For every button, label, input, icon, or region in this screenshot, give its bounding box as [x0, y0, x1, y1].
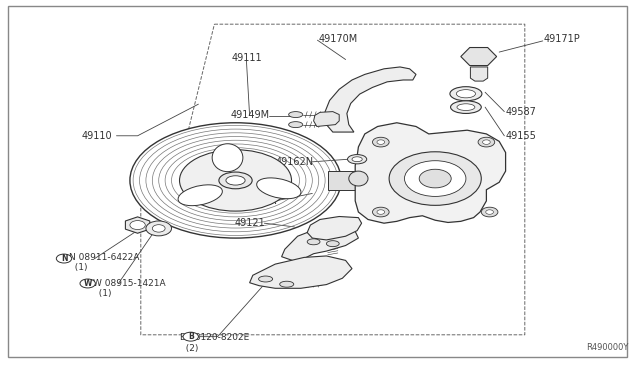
Polygon shape: [307, 217, 362, 240]
Ellipse shape: [280, 281, 294, 287]
Circle shape: [481, 207, 498, 217]
Circle shape: [377, 210, 385, 214]
Circle shape: [130, 221, 145, 230]
Ellipse shape: [130, 123, 341, 238]
Ellipse shape: [352, 157, 362, 162]
Circle shape: [404, 161, 466, 196]
Polygon shape: [470, 67, 488, 81]
Polygon shape: [314, 112, 339, 126]
Text: N: N: [61, 254, 67, 263]
Text: 49121: 49121: [235, 218, 266, 228]
Ellipse shape: [257, 178, 301, 199]
Ellipse shape: [179, 150, 292, 211]
Polygon shape: [328, 171, 367, 190]
Text: 49587: 49587: [506, 107, 536, 116]
Text: 49110A: 49110A: [239, 196, 276, 206]
Ellipse shape: [457, 104, 475, 110]
Circle shape: [80, 279, 95, 288]
Ellipse shape: [451, 101, 481, 113]
Text: 49110: 49110: [81, 131, 112, 141]
Text: N 08911-6422A
  (1): N 08911-6422A (1): [69, 253, 140, 272]
Polygon shape: [282, 227, 358, 261]
Circle shape: [377, 140, 385, 144]
Ellipse shape: [226, 176, 245, 185]
Circle shape: [486, 210, 493, 214]
Circle shape: [152, 225, 165, 232]
Circle shape: [389, 152, 481, 205]
Text: 49171P: 49171P: [544, 34, 580, 44]
Polygon shape: [250, 256, 352, 288]
Text: 49162N: 49162N: [275, 157, 314, 167]
Ellipse shape: [212, 144, 243, 171]
Ellipse shape: [219, 172, 252, 189]
Ellipse shape: [456, 90, 476, 98]
Circle shape: [483, 140, 490, 144]
Ellipse shape: [326, 241, 339, 247]
Circle shape: [478, 137, 495, 147]
Circle shape: [372, 207, 389, 217]
Text: 49111: 49111: [231, 53, 262, 62]
Polygon shape: [355, 123, 506, 223]
Circle shape: [56, 254, 72, 263]
Text: R490000Y: R490000Y: [586, 343, 628, 352]
Text: W 08915-1421A
  (1): W 08915-1421A (1): [93, 279, 165, 298]
Text: 49170M: 49170M: [319, 34, 358, 44]
Ellipse shape: [289, 112, 303, 118]
Ellipse shape: [178, 185, 222, 206]
Circle shape: [372, 137, 389, 147]
Ellipse shape: [307, 239, 320, 245]
Text: W: W: [83, 279, 92, 288]
Ellipse shape: [259, 276, 273, 282]
Text: 49149M: 49149M: [231, 110, 270, 120]
Circle shape: [183, 332, 198, 341]
Ellipse shape: [450, 87, 482, 101]
Polygon shape: [325, 67, 416, 132]
Ellipse shape: [348, 155, 367, 164]
Ellipse shape: [289, 122, 303, 128]
Circle shape: [146, 221, 172, 236]
Text: 49155: 49155: [506, 131, 536, 141]
Ellipse shape: [349, 171, 368, 186]
Text: B: B: [188, 332, 193, 341]
Text: B 08120-8202E
  (2): B 08120-8202E (2): [180, 333, 249, 353]
Circle shape: [419, 169, 451, 188]
